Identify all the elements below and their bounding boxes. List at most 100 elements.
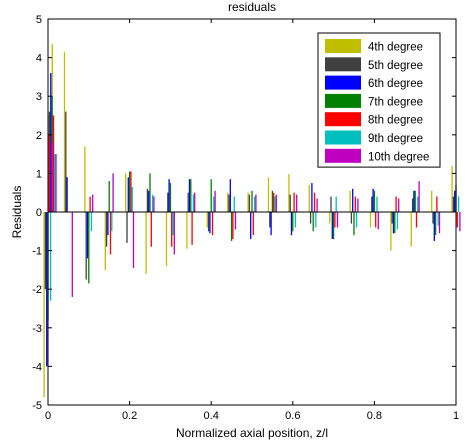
bar — [373, 190, 376, 212]
bar — [292, 212, 294, 232]
bar — [294, 212, 297, 228]
bar — [43, 212, 45, 398]
bar — [410, 212, 412, 247]
bar — [168, 179, 170, 212]
bar — [431, 190, 433, 212]
bar — [357, 198, 359, 212]
bar — [376, 196, 378, 212]
bar — [194, 192, 196, 212]
bar — [309, 212, 312, 224]
bar — [107, 212, 109, 236]
bar — [234, 212, 237, 230]
bar — [255, 194, 257, 212]
bar — [130, 171, 132, 212]
bar — [104, 212, 106, 270]
bar — [209, 212, 211, 234]
bar — [213, 196, 215, 212]
bar — [211, 212, 214, 236]
x-tick-label: 0.8 — [367, 410, 382, 422]
bar — [105, 212, 108, 247]
bar — [153, 196, 155, 212]
bar — [169, 183, 172, 212]
legend-label: 5th degree — [368, 60, 423, 72]
bar — [146, 188, 149, 212]
bar — [148, 190, 150, 212]
bar — [391, 212, 393, 224]
bar — [275, 194, 277, 212]
bar — [167, 192, 169, 212]
bar — [390, 212, 392, 251]
legend-swatch — [325, 39, 361, 53]
bar — [355, 212, 358, 228]
bar — [335, 196, 337, 212]
bar — [273, 192, 275, 212]
bar — [112, 173, 114, 212]
bar — [44, 212, 47, 290]
bar — [293, 192, 295, 212]
bar — [438, 212, 441, 234]
bar — [311, 183, 313, 212]
bar — [173, 212, 175, 255]
bar — [188, 179, 191, 212]
bar — [375, 212, 377, 228]
y-tick-label: -5 — [32, 400, 42, 412]
bar — [354, 196, 356, 212]
tick-labels-layer: 0 0.2 0.4 0.6 0.8 1 -5 -4 -3 -2 -1 0 1 2 3 4 5 — [32, 14, 459, 422]
bar — [329, 212, 331, 224]
bar — [128, 171, 131, 212]
legend-label: 8th degree — [368, 115, 423, 127]
bar — [270, 212, 272, 236]
bar — [247, 192, 249, 212]
bar — [396, 212, 399, 230]
bar — [336, 212, 339, 228]
x-tick-label: 0.4 — [204, 410, 219, 422]
bar — [456, 212, 458, 228]
bar — [127, 177, 129, 212]
bar — [210, 179, 212, 212]
bar — [63, 51, 66, 213]
bar — [289, 194, 291, 212]
bar — [131, 186, 133, 212]
bar — [248, 194, 251, 212]
bar — [433, 212, 435, 241]
bar — [55, 154, 57, 212]
y-tick-label: 2 — [36, 130, 42, 142]
legend-label: 6th degree — [368, 78, 423, 90]
bar — [52, 115, 55, 212]
y-tick-label: -3 — [32, 323, 42, 335]
legend-label: 7th degree — [368, 96, 423, 108]
bar — [86, 212, 89, 259]
bar — [296, 194, 298, 212]
bar — [207, 212, 210, 232]
bar — [312, 212, 314, 232]
bar — [352, 188, 354, 212]
bar — [330, 196, 332, 212]
bar — [253, 196, 256, 212]
bar — [150, 212, 152, 247]
bar — [132, 212, 135, 268]
bar — [111, 212, 113, 232]
bar — [372, 188, 374, 212]
bar — [454, 190, 456, 212]
bar — [451, 165, 453, 212]
bar — [51, 142, 53, 212]
bar — [350, 212, 353, 224]
bar — [206, 212, 208, 228]
bar — [126, 212, 128, 243]
bar — [269, 212, 271, 228]
chart-title: residuals — [228, 0, 276, 14]
bar — [84, 146, 86, 212]
bar — [332, 212, 335, 240]
legend-swatch — [325, 75, 361, 90]
bar — [271, 190, 274, 212]
y-tick-label: -4 — [32, 361, 42, 373]
bar — [411, 198, 414, 212]
bar — [436, 196, 438, 212]
bar — [214, 190, 216, 212]
bar — [92, 194, 94, 212]
bar — [230, 212, 233, 241]
legend-label: 4th degree — [368, 42, 423, 54]
bar — [252, 212, 254, 236]
legend-swatch — [325, 130, 361, 145]
bar — [316, 198, 318, 212]
